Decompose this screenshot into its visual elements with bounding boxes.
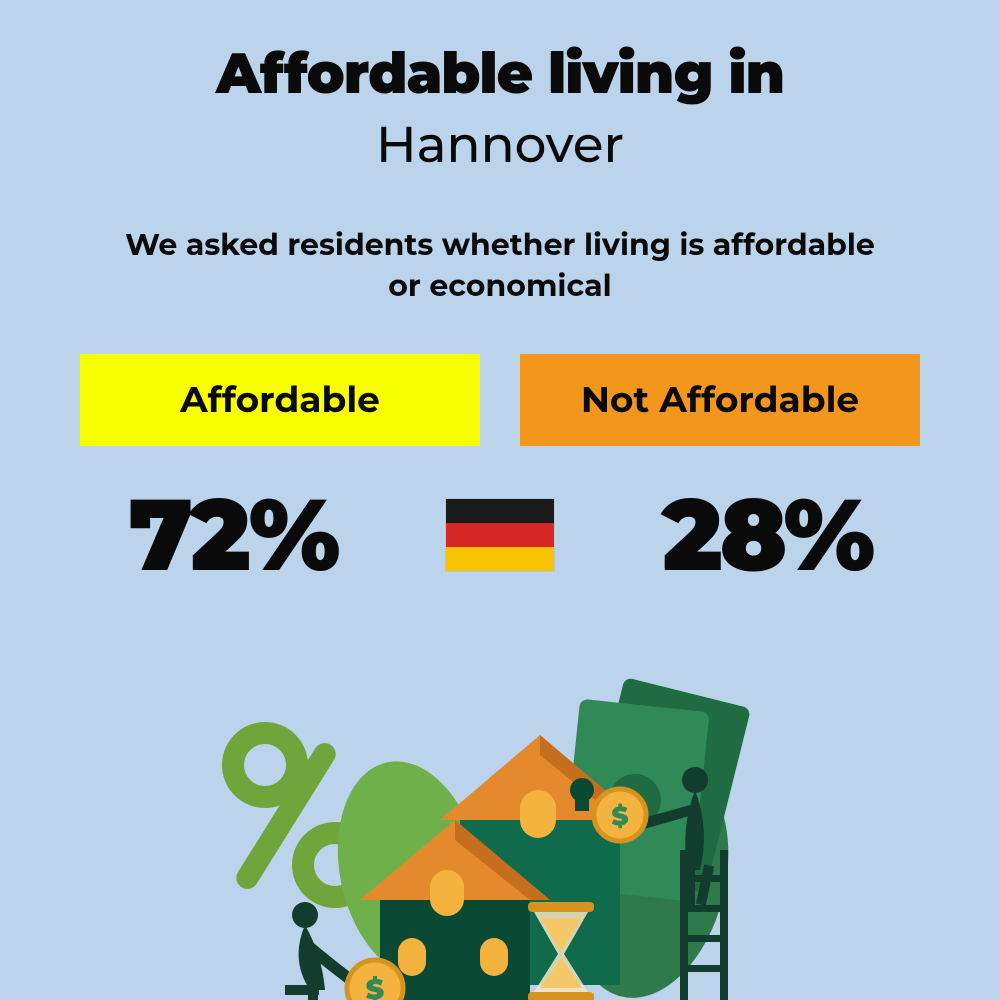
coin-bottom-icon: $: [347, 960, 403, 1000]
coin-top-icon: $: [594, 789, 646, 841]
option-boxes: Affordable Not Affordable: [80, 354, 920, 446]
not-affordable-percent: 28%: [594, 474, 940, 596]
subtitle-text: We asked residents whether living is aff…: [120, 225, 880, 306]
affordable-percent: 72%: [60, 474, 406, 596]
svg-text:$: $: [366, 973, 385, 1000]
not-affordable-box: Not Affordable: [520, 354, 920, 446]
values-row: 72% 28%: [60, 474, 940, 596]
housing-illustration: $ $: [180, 670, 820, 1000]
title-line-2: Hannover: [60, 114, 940, 175]
affordable-box: Affordable: [80, 354, 480, 446]
germany-flag-icon: [446, 499, 554, 571]
svg-text:$: $: [611, 800, 628, 832]
title-line-1: Affordable living in: [60, 40, 940, 108]
